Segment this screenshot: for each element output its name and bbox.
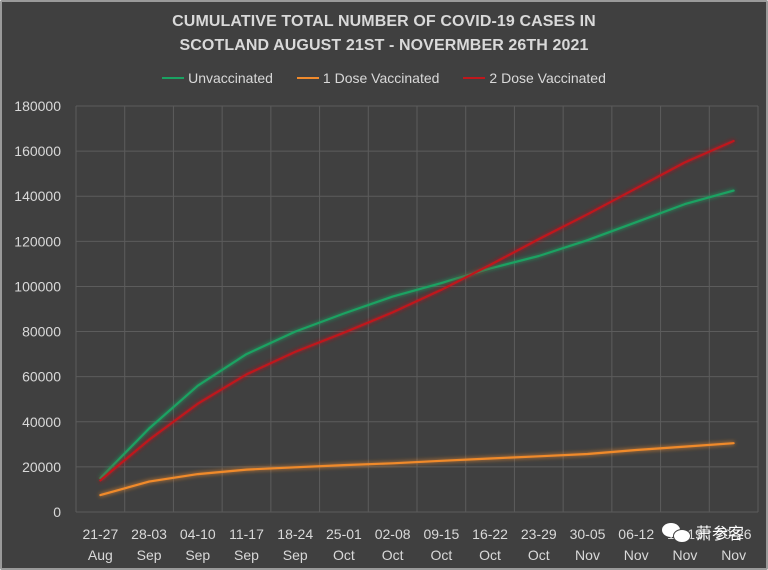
x-tick-label: 28-03 [131, 526, 167, 542]
y-tick-label: 140000 [14, 188, 61, 204]
legend-item-unvaccinated: Unvaccinated [162, 70, 273, 86]
x-tick-label: 30-05 [570, 526, 606, 542]
x-tick-label-month: Sep [185, 547, 210, 563]
x-tick-label-month: Nov [721, 547, 746, 563]
wechat-icon [661, 521, 691, 543]
series-line-1-dose-vaccinated [99, 442, 735, 497]
y-tick-label: 80000 [22, 324, 61, 340]
x-tick-label-month: Oct [382, 547, 404, 563]
legend-swatch-2-dose [463, 77, 486, 79]
legend-label-unvaccinated: Unvaccinated [188, 70, 273, 86]
y-tick-label: 0 [53, 504, 61, 520]
x-tick-label-month: Aug [88, 547, 113, 563]
x-tick-label: 18-24 [277, 526, 313, 542]
legend-swatch-unvaccinated [162, 77, 185, 79]
legend-swatch-1-dose [296, 77, 319, 79]
x-tick-label-month: Oct [479, 547, 501, 563]
x-tick-label-month: Oct [430, 547, 452, 563]
x-tick-label-month: Sep [137, 547, 162, 563]
x-tick-label: 04-10 [180, 526, 216, 542]
y-tick-label: 180000 [14, 98, 61, 114]
legend-item-1-dose: 1 Dose Vaccinated [296, 70, 440, 86]
y-tick-label: 160000 [14, 143, 61, 159]
y-tick-label: 60000 [22, 369, 61, 385]
x-tick-label-month: Nov [624, 547, 649, 563]
legend-label-2-dose: 2 Dose Vaccinated [489, 70, 606, 86]
x-tick-label-month: Nov [575, 547, 600, 563]
y-tick-label: 20000 [22, 459, 61, 475]
x-tick-label: 16-22 [472, 526, 508, 542]
legend-item-2-dose: 2 Dose Vaccinated [463, 70, 606, 86]
x-tick-label: 21-27 [82, 526, 118, 542]
x-tick-label: 11-17 [229, 526, 264, 542]
x-tick-label: 25-01 [326, 526, 362, 542]
y-tick-label: 40000 [22, 414, 61, 430]
series-line-unvaccinated [99, 189, 735, 480]
x-tick-label: 09-15 [423, 526, 459, 542]
chart-legend: Unvaccinated 1 Dose Vaccinated 2 Dose Va… [2, 70, 766, 86]
series-line-2-dose-vaccinated [99, 139, 735, 482]
x-tick-label-month: Nov [672, 547, 697, 563]
chart-title-line-1: CUMULATIVE TOTAL NUMBER OF COVID-19 CASE… [172, 13, 596, 30]
x-tick-label: 20-26 [716, 526, 752, 542]
chart-title-line-2: SCOTLAND AUGUST 21ST - NOVERMBER 26TH 20… [179, 37, 589, 54]
x-tick-label-month: Sep [283, 547, 308, 563]
x-tick-label-month: Oct [528, 547, 550, 563]
x-tick-label-month: Oct [333, 547, 355, 563]
y-tick-label: 100000 [14, 278, 61, 294]
x-tick-label: 23-29 [521, 526, 557, 542]
watermark: 萧参客 [661, 520, 744, 544]
x-tick-label: 06-12 [618, 526, 654, 542]
legend-label-1-dose: 1 Dose Vaccinated [322, 70, 440, 86]
x-tick-label-month: Sep [234, 547, 259, 563]
y-tick-label: 120000 [14, 233, 61, 249]
watermark-text: 萧参客 [695, 526, 744, 543]
x-tick-label: 02-08 [375, 526, 411, 542]
